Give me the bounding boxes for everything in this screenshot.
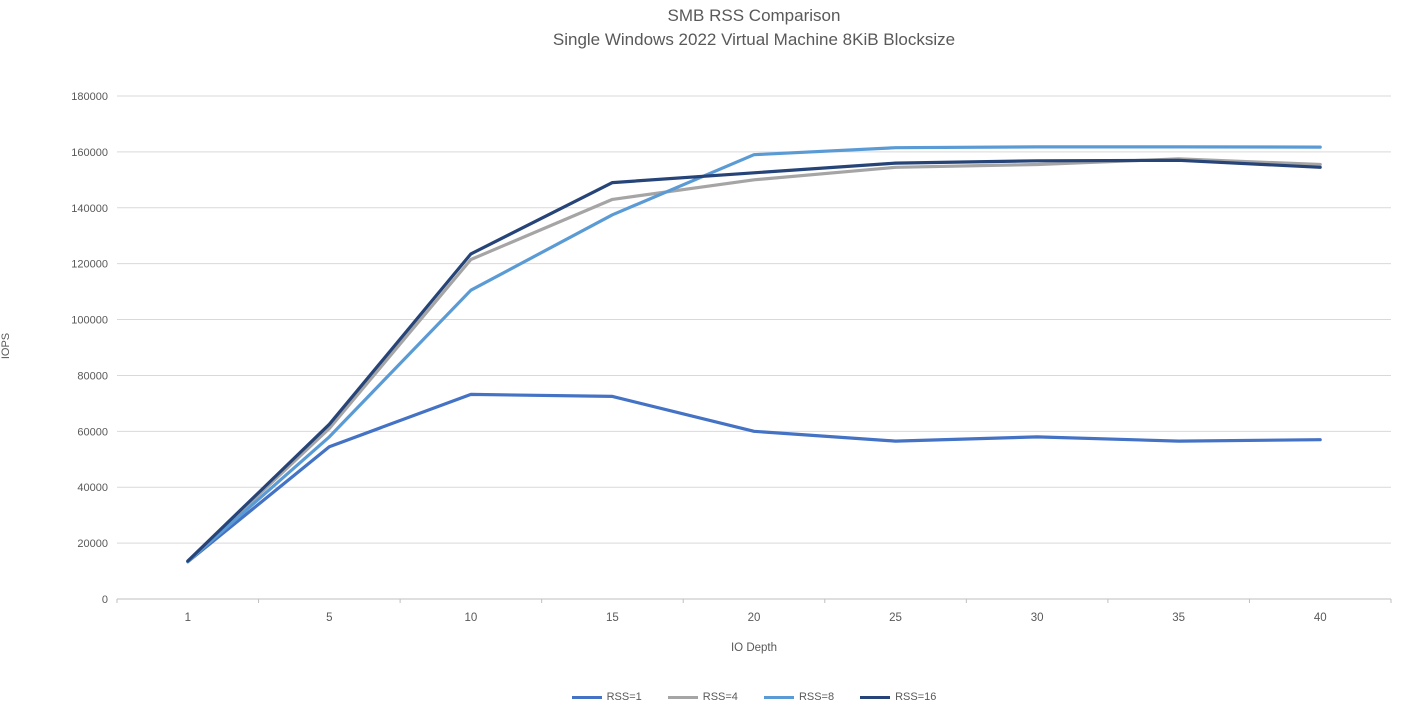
legend-swatch-rss-16 bbox=[860, 695, 891, 699]
legend-label-rss-16: RSS=16 bbox=[895, 691, 937, 703]
y-tick-label: 0 bbox=[102, 594, 108, 606]
legend-label-rss-1: RSS=1 bbox=[606, 691, 642, 703]
chart-title-block: SMB RSS Comparison Single Windows 2022 V… bbox=[117, 4, 1391, 52]
y-tick-label: 100000 bbox=[71, 315, 108, 327]
x-tick-label: 1 bbox=[185, 612, 191, 624]
chart-subtitle: Single Windows 2022 Virtual Machine 8KiB… bbox=[552, 30, 956, 49]
legend-label-rss-4: RSS=4 bbox=[702, 691, 738, 703]
y-tick-label: 80000 bbox=[77, 370, 108, 382]
x-tick-label: 5 bbox=[326, 612, 332, 624]
series-line-rss-16 bbox=[186, 158, 1322, 563]
legend-swatch-rss-4 bbox=[667, 695, 698, 699]
chart-title: SMB RSS Comparison bbox=[667, 6, 841, 25]
series-line-rss-4 bbox=[186, 157, 1322, 563]
series-line-rss-8 bbox=[186, 145, 1322, 564]
legend-swatch-rss-1 bbox=[571, 695, 602, 699]
x-tick-label: 10 bbox=[464, 612, 477, 624]
legend-swatch-rss-8 bbox=[763, 695, 794, 699]
legend-item-rss-16: RSS=16 bbox=[860, 691, 936, 703]
legend-item-rss-4: RSS=4 bbox=[667, 691, 738, 703]
y-tick-label: 180000 bbox=[71, 91, 108, 103]
y-tick-label: 140000 bbox=[71, 203, 108, 215]
chart-legend: RSS=1 RSS=4 RSS=8 RSS=16 bbox=[117, 691, 1391, 703]
x-tick-label: 40 bbox=[1314, 612, 1327, 624]
y-tick-label: 160000 bbox=[71, 147, 108, 159]
legend-label-rss-8: RSS=8 bbox=[798, 691, 835, 703]
legend-item-rss-8: RSS=8 bbox=[763, 691, 835, 703]
y-tick-label: 40000 bbox=[77, 482, 108, 494]
x-tick-label: 15 bbox=[606, 612, 619, 624]
legend-item-rss-1: RSS=1 bbox=[571, 691, 642, 703]
x-tick-label: 20 bbox=[748, 612, 761, 624]
y-tick-label: 120000 bbox=[71, 259, 108, 271]
y-tick-label: 60000 bbox=[77, 426, 108, 438]
y-tick-label: 20000 bbox=[77, 538, 108, 550]
series-line-rss-1 bbox=[186, 392, 1322, 564]
x-tick-label: 35 bbox=[1172, 612, 1185, 624]
x-axis-title: IO Depth bbox=[730, 642, 778, 654]
x-tick-label: 30 bbox=[1031, 612, 1044, 624]
y-axis-title: IOPS bbox=[0, 332, 12, 360]
x-tick-label: 25 bbox=[889, 612, 902, 624]
